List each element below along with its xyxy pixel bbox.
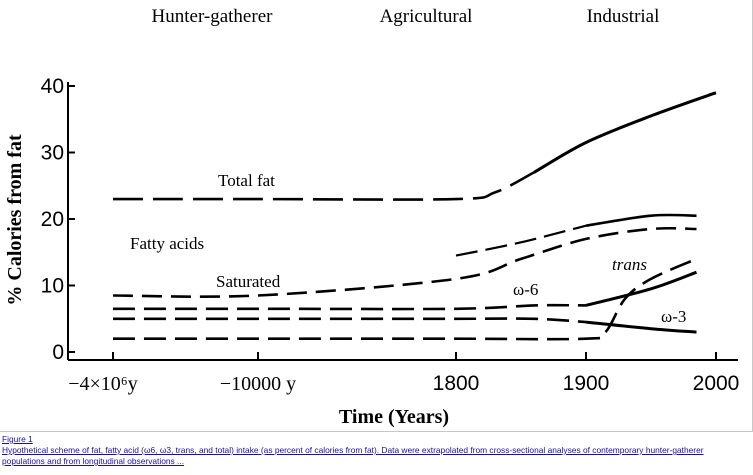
x-tick-label: 1800 xyxy=(433,372,480,395)
series-line-saturated xyxy=(112,226,697,298)
figure-link[interactable]: Figure 1 xyxy=(2,434,33,444)
y-tick-label: 30 xyxy=(41,142,64,165)
series-labels: Total fat Fatty acids Saturated ω-6 tran… xyxy=(130,171,686,326)
era-labels: Hunter-gatherer Agricultural Industrial xyxy=(152,6,660,27)
figure-caption: Figure 1 Hypothetical scheme of fat, fat… xyxy=(2,434,747,467)
series-label-omega-3: ω-3 xyxy=(661,307,686,326)
x-tick-label: −10000 y xyxy=(220,373,296,395)
series-line-total-fat xyxy=(112,171,535,201)
line-chart: 0 10 20 30 40 −4×10⁶y −10000 y 1800 1900 2000 Hu… xyxy=(4,6,739,428)
y-tick-label: 0 xyxy=(52,341,64,364)
series-line-fatty-acids-solid xyxy=(585,213,697,227)
x-tick-label: 2000 xyxy=(693,372,740,395)
chart-figure: 0 10 20 30 40 −4×10⁶y −10000 y 1800 1900 2000 Hu… xyxy=(0,0,753,432)
series-label-trans: trans xyxy=(612,255,647,274)
series-layer xyxy=(112,91,717,341)
era-label-industrial: Industrial xyxy=(587,6,660,27)
x-tick-label: 1900 xyxy=(563,372,610,395)
y-tick-label: 40 xyxy=(41,75,64,98)
series-line-fatty-acids xyxy=(455,224,587,257)
group-label-fatty-acids: Fatty acids xyxy=(130,234,204,253)
series-label-omega-6: ω-6 xyxy=(513,280,538,299)
y-axis-title: % Calories from fat xyxy=(4,134,26,306)
x-axis-title: Time (Years) xyxy=(339,406,449,428)
y-tick-label: 10 xyxy=(41,275,64,298)
x-ticks-layer: −4×10⁶y −10000 y 1800 1900 2000 xyxy=(68,352,739,395)
era-label-agricultural: Agricultural xyxy=(380,6,473,27)
series-line-trans xyxy=(112,257,698,341)
x-tick-label: −4×10⁶y xyxy=(68,373,138,395)
y-ticks-layer: 0 10 20 30 40 xyxy=(41,75,75,364)
series-label-saturated: Saturated xyxy=(216,272,281,291)
era-label-hunter-gatherer: Hunter-gatherer xyxy=(152,6,274,27)
series-line-omega-3-solid xyxy=(585,320,697,334)
series-line-total-fat-solid xyxy=(533,91,717,174)
caption-text[interactable]: Hypothetical scheme of fat, fatty acid (… xyxy=(2,445,704,466)
y-tick-label: 20 xyxy=(41,208,64,231)
series-line-omega-6 xyxy=(113,303,587,311)
series-line-omega-3 xyxy=(113,317,587,324)
series-label-total-fat: Total fat xyxy=(218,171,275,190)
series-line-omega-6-solid xyxy=(585,270,698,307)
axes-layer xyxy=(67,82,738,361)
